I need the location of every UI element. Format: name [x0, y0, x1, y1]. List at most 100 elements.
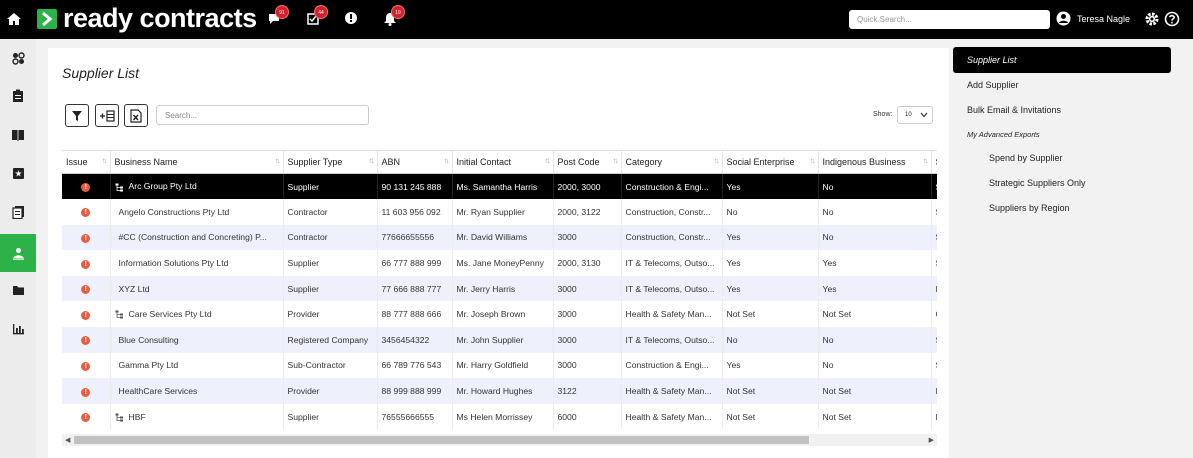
home-icon[interactable]: [6, 11, 22, 27]
export-strategic-suppliers[interactable]: Strategic Suppliers Only: [989, 178, 1086, 188]
book-icon[interactable]: [0, 116, 36, 154]
issue-warning-icon[interactable]: !: [81, 259, 91, 269]
issue-warning-icon[interactable]: !: [81, 310, 91, 320]
column-header[interactable]: Business Name ↑↓: [110, 150, 284, 174]
issue-warning-icon[interactable]: !: [81, 183, 91, 193]
dashboard-icon[interactable]: [0, 39, 36, 77]
column-header[interactable]: Indigenous Business ↑↓: [818, 150, 932, 174]
column-header[interactable]: S: [931, 150, 938, 174]
alert-icon[interactable]: [344, 10, 362, 28]
business-name-cell[interactable]: Arc Group Pty Ltd: [110, 173, 284, 200]
export-suppliers-by-region[interactable]: Suppliers by Region: [989, 203, 1070, 213]
nav-bulk-email[interactable]: Bulk Email & Invitations: [967, 105, 1062, 115]
contract-icon[interactable]: [0, 154, 36, 192]
table-row[interactable]: ! HealthCare Services Provider 88 999 888 9…: [62, 378, 937, 404]
clipboard-icon[interactable]: [0, 77, 36, 115]
filter-icon: [72, 110, 82, 121]
column-header[interactable]: Post Code ↑↓: [553, 150, 622, 174]
issue-cell: !: [62, 250, 111, 276]
export-spend-by-supplier[interactable]: Spend by Supplier: [989, 153, 1063, 163]
business-name-cell[interactable]: Angelo Constructions Pty Ltd: [110, 199, 284, 225]
table-row[interactable]: ! XYZ Ltd Supplier 77 666 888 777 Mr. Jerry …: [62, 275, 937, 302]
column-header[interactable]: Initial Contact ↑↓: [452, 150, 554, 174]
business-name-cell[interactable]: XYZ Ltd: [110, 275, 284, 302]
add-column-button[interactable]: [95, 104, 119, 127]
table-row[interactable]: ! #CC (Construction and Concreting) P... C…: [62, 224, 937, 251]
issue-warning-icon[interactable]: !: [81, 387, 91, 397]
column-header[interactable]: Supplier Type ↑↓: [283, 150, 378, 174]
business-name-cell[interactable]: Information Solutions Pty Ltd: [110, 250, 284, 276]
logo-icon[interactable]: [37, 9, 57, 29]
abn-cell: 77 666 888 777: [377, 275, 453, 302]
folder-icon[interactable]: [0, 271, 36, 309]
documents-icon[interactable]: [0, 193, 36, 231]
reports-chart-icon[interactable]: [0, 310, 36, 348]
suppliers-icon[interactable]: [0, 234, 36, 272]
table-row[interactable]: ! Angelo Constructions Pty Ltd Contractor 1…: [62, 199, 937, 225]
bell-icon[interactable]: 19: [383, 5, 405, 28]
post-cell: 2000, 3122: [553, 199, 622, 225]
scrollbar-thumb[interactable]: [74, 436, 809, 444]
business-name-cell[interactable]: #CC (Construction and Concreting) P...: [110, 224, 284, 251]
business-name-cell[interactable]: HealthCare Services: [110, 378, 284, 404]
table-row[interactable]: ! HBF Supplier 76555666555 Ms Helen Morrisse…: [62, 403, 937, 430]
nav-supplier-list[interactable]: Supplier List: [953, 47, 1171, 73]
gear-icon[interactable]: [1144, 11, 1160, 27]
quick-search-input[interactable]: [849, 10, 1050, 29]
sort-icon[interactable]: ↑↓: [544, 156, 551, 165]
user-name[interactable]: Teresa Nagle: [1077, 14, 1131, 24]
messages-icon[interactable]: 91: [267, 5, 289, 28]
business-name-cell[interactable]: Gamma Pty Ltd: [110, 352, 284, 379]
hierarchy-icon: [115, 183, 123, 192]
indigenous-cell: No: [818, 224, 932, 251]
logo-text[interactable]: ready contracts: [63, 3, 257, 33]
issue-warning-icon[interactable]: !: [81, 413, 91, 423]
sort-icon[interactable]: ↑↓: [809, 156, 816, 165]
hierarchy-icon: [115, 310, 123, 319]
issue-warning-icon[interactable]: !: [81, 361, 91, 371]
scroll-left-arrow-icon[interactable]: ◀: [65, 437, 71, 444]
page-size-select[interactable]: 10: [897, 106, 933, 124]
extra-cell: S: [931, 173, 937, 200]
table-row[interactable]: ! Information Solutions Pty Ltd Supplier 66…: [62, 250, 937, 276]
scroll-right-arrow-icon[interactable]: ▶: [928, 437, 934, 444]
issue-warning-icon[interactable]: !: [81, 285, 91, 295]
column-header[interactable]: ABN ↑↓: [377, 150, 453, 174]
indigenous-cell: Not Set: [818, 301, 932, 328]
filter-button[interactable]: [65, 104, 89, 127]
issue-warning-icon[interactable]: !: [81, 336, 91, 346]
horizontal-scrollbar[interactable]: ◀ ▶: [62, 434, 937, 446]
table-row[interactable]: ! Arc Group Pty Ltd Supplier 90 131 245 888…: [62, 173, 937, 200]
table-row[interactable]: ! Gamma Pty Ltd Sub-Contractor 66 789 776 5…: [62, 352, 937, 379]
column-header[interactable]: Social Enterprise ↑↓: [722, 150, 819, 174]
table-row[interactable]: ! Care Services Pty Ltd Provider 88 777 888…: [62, 301, 937, 328]
table-search-input[interactable]: [156, 105, 369, 125]
tasks-icon[interactable]: 44: [306, 5, 328, 28]
social-cell: Not Set: [722, 378, 819, 404]
column-header[interactable]: Issue ↑↓: [62, 150, 111, 174]
sort-icon[interactable]: ↑↓: [101, 156, 108, 165]
issue-warning-icon[interactable]: !: [81, 233, 91, 243]
left-sidebar: [0, 39, 36, 458]
sort-icon[interactable]: ↑↓: [713, 156, 720, 165]
abn-cell: 77666655556: [377, 224, 453, 251]
sort-icon[interactable]: ↑↓: [274, 156, 281, 165]
issue-warning-icon[interactable]: !: [81, 208, 91, 218]
sort-icon[interactable]: ↑↓: [368, 156, 375, 165]
business-name-cell[interactable]: Care Services Pty Ltd: [110, 301, 284, 328]
sort-icon[interactable]: ↑↓: [443, 156, 450, 165]
user-avatar-icon[interactable]: [1056, 11, 1071, 26]
table-row[interactable]: ! Blue Consulting Registered Company 345645…: [62, 327, 937, 353]
contact-cell: Mr. David Williams: [452, 224, 554, 251]
help-icon[interactable]: [1164, 11, 1180, 27]
column-header-label: Social Enterprise: [726, 157, 795, 167]
sort-icon[interactable]: ↑↓: [922, 156, 929, 165]
sort-icon[interactable]: ↑↓: [612, 156, 619, 165]
column-header[interactable]: Category ↑↓: [621, 150, 723, 174]
business-name-cell[interactable]: HBF: [110, 403, 284, 430]
contact-cell: Ms. Jane MoneyPenny: [452, 250, 554, 276]
export-excel-button[interactable]: [124, 104, 148, 127]
nav-add-supplier[interactable]: Add Supplier: [967, 80, 1019, 90]
column-header-label: S: [936, 157, 938, 167]
business-name-cell[interactable]: Blue Consulting: [110, 327, 284, 353]
